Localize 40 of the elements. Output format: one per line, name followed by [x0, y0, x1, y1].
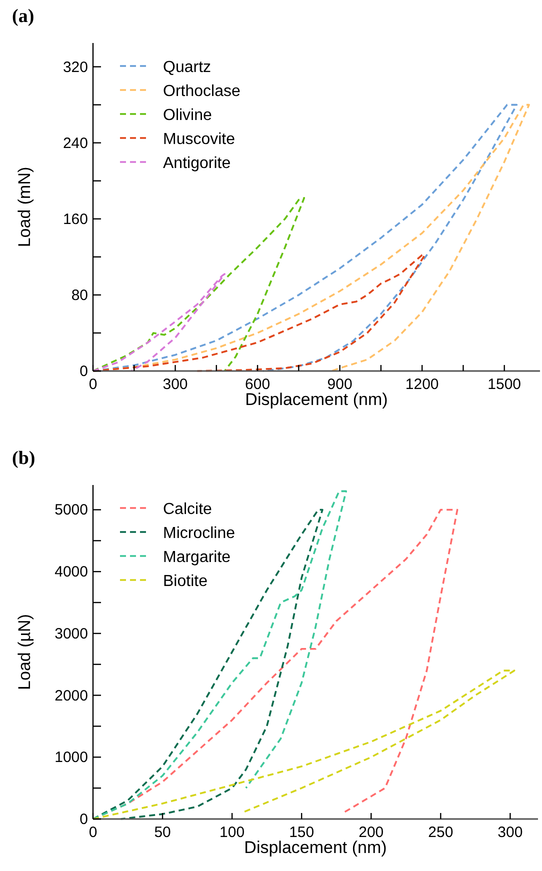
x-axis-title: Displacement (nm) — [245, 390, 388, 409]
x-tick-label: 100 — [220, 824, 245, 841]
y-tick-label: 80 — [71, 286, 88, 304]
y-tick-label: 5000 — [54, 502, 88, 519]
legend-label: Margarite — [163, 549, 231, 566]
x-tick-label: 1500 — [488, 376, 522, 393]
legend-label: Quartz — [163, 59, 212, 76]
line-series — [92, 197, 306, 372]
y-tick-label: 2000 — [54, 687, 88, 704]
y-tick-label: 240 — [62, 134, 88, 152]
x-tick-label: 200 — [358, 824, 384, 841]
chart-title: (a) — [12, 6, 34, 27]
legend-label: Microcline — [163, 525, 236, 542]
legend-label: Muscovite — [163, 131, 236, 148]
y-axis-title: Load (µN) — [15, 614, 34, 690]
line-series — [92, 670, 516, 820]
y-tick-label: 3000 — [54, 625, 88, 642]
chart-title: (b) — [12, 448, 36, 469]
x-tick-label: 250 — [428, 824, 454, 841]
legend-label: Calcite — [163, 501, 212, 518]
y-tick-label: 320 — [62, 58, 88, 76]
x-tick-label: 300 — [162, 376, 188, 393]
y-tick-label: 4000 — [54, 564, 88, 581]
legend-label: Olivine — [163, 107, 212, 124]
x-tick-label: 600 — [245, 376, 270, 393]
x-tick-label: 300 — [498, 824, 523, 841]
legend-label: Antigorite — [163, 155, 231, 172]
y-axis-title: Load (mN) — [15, 166, 34, 248]
y-tick-label: 1000 — [54, 749, 88, 766]
legend-label: Orthoclase — [163, 83, 240, 100]
x-tick-label: 150 — [289, 824, 314, 841]
y-tick-label: 160 — [62, 210, 88, 228]
legend-label: Biotite — [163, 573, 208, 590]
x-tick-label: 900 — [327, 376, 352, 393]
x-tick-label: 50 — [154, 824, 171, 841]
y-tick-label: 0 — [80, 363, 88, 380]
x-axis-title: Displacement (nm) — [244, 838, 387, 857]
line-series — [92, 273, 226, 372]
y-tick-label: 0 — [80, 811, 88, 828]
x-tick-label: 1200 — [405, 376, 439, 393]
